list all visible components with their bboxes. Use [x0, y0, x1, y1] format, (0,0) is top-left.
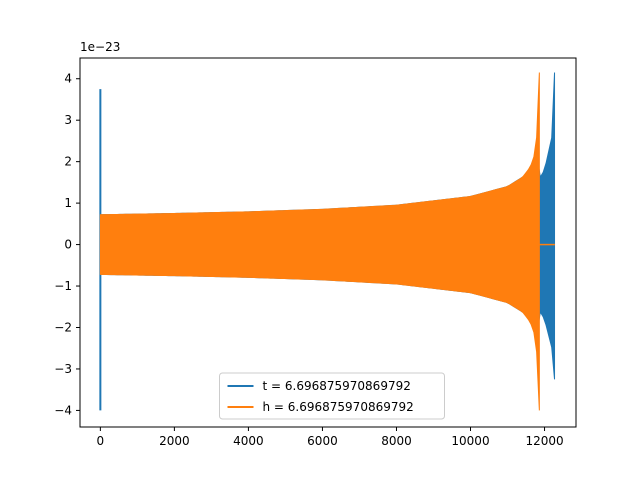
- y-tick-label: −1: [54, 279, 72, 293]
- x-tick-label: 12000: [525, 434, 563, 448]
- x-tick-label: 8000: [381, 434, 412, 448]
- series-h-oscillation: [99, 72, 540, 411]
- x-tick-label: 6000: [307, 434, 338, 448]
- x-axis: 0 2000 4000 6000 8000 10000 12000: [97, 427, 564, 448]
- y-tick-label: 4: [64, 72, 72, 86]
- y-tick-label: 2: [64, 155, 72, 169]
- x-tick-label: 2000: [159, 434, 190, 448]
- legend-label: h = 6.696875970869792: [263, 400, 414, 414]
- y-tick-label: −2: [54, 320, 72, 334]
- legend: t = 6.696875970869792 h = 6.6968759708697…: [219, 372, 445, 420]
- legend-label: t = 6.696875970869792: [263, 379, 411, 393]
- axes-frame: [79, 57, 577, 428]
- x-tick-label: 0: [97, 434, 105, 448]
- x-tick-label: 4000: [233, 434, 264, 448]
- y-tick-label: 0: [64, 238, 72, 252]
- legend-box: [219, 372, 445, 420]
- y-tick-label: 3: [64, 113, 72, 127]
- y-axis-offset-label: 1e−23: [80, 40, 120, 54]
- x-tick-label: 10000: [451, 434, 489, 448]
- y-tick-label: −3: [54, 362, 72, 376]
- y-tick-label: 1: [64, 196, 72, 210]
- y-axis: −4 −3 −2 −1 0 1 2 3 4: [54, 72, 80, 417]
- plot-marks: [99, 72, 556, 411]
- y-tick-label: −4: [54, 403, 72, 417]
